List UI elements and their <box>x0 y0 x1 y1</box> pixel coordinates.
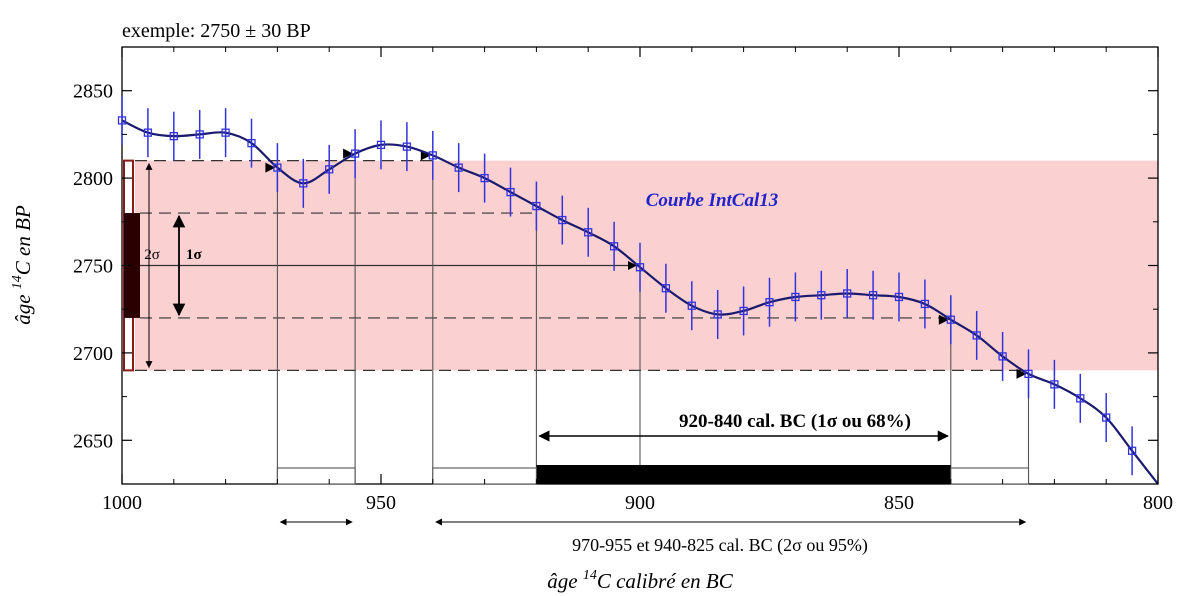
data-point <box>920 299 930 309</box>
data-point <box>247 138 256 148</box>
data-point <box>454 163 463 172</box>
x-tick-label: 850 <box>884 492 914 514</box>
x-tick-label: 1000 <box>102 492 142 514</box>
data-point <box>635 263 645 272</box>
intercept-arrowhead <box>343 148 354 159</box>
data-point <box>713 310 722 319</box>
data-point <box>661 284 671 293</box>
data-point <box>868 291 878 300</box>
y-tick-label: 2650 <box>73 430 113 452</box>
data-point <box>299 179 308 188</box>
x-tick-label: 800 <box>1143 492 1173 514</box>
data-point <box>532 201 541 211</box>
y-tick-label: 2750 <box>73 256 113 278</box>
data-point <box>791 292 800 302</box>
data-point <box>1127 446 1137 455</box>
chart-title: exemple: 2750 ± 30 BP <box>122 20 311 42</box>
data-point <box>998 352 1007 361</box>
data-point <box>273 163 282 172</box>
data-point <box>946 315 955 324</box>
y-tick-label: 2800 <box>73 168 113 190</box>
data-point <box>894 292 904 302</box>
data-point <box>480 173 489 183</box>
data-point <box>1050 380 1059 389</box>
data-point <box>609 242 619 251</box>
data-point <box>584 228 593 237</box>
data-point <box>843 289 852 298</box>
sigma1-label: 1σ <box>186 247 203 263</box>
data-point <box>350 149 360 158</box>
data-point <box>376 140 386 150</box>
data-point <box>221 128 230 137</box>
y-axis-label: âge 14C en BP <box>10 205 35 325</box>
range-1sigma-label: 920-840 cal. BC (1σ ou 68%) <box>679 411 911 432</box>
data-point <box>195 130 204 139</box>
data-point <box>506 187 515 197</box>
range-2sigma-bar <box>950 467 1030 485</box>
range-2sigma-bar <box>276 467 356 485</box>
intercept-arrowhead <box>1016 368 1027 379</box>
data-point <box>117 116 127 125</box>
data-point <box>739 306 748 316</box>
curve-label: Courbe IntCal13 <box>646 190 779 211</box>
y-tick-label: 2850 <box>73 81 113 103</box>
range-2sigma-label: 970-955 et 940-825 cal. BC (2σ ou 95%) <box>572 535 868 556</box>
y-tick-label: 2700 <box>73 343 113 365</box>
data-point <box>1076 394 1085 403</box>
intercept-arrowhead <box>420 150 431 161</box>
data-point <box>765 298 774 307</box>
data-point <box>169 131 178 141</box>
intercept-arrowhead <box>265 162 276 173</box>
data-point <box>325 165 334 174</box>
x-tick-label: 950 <box>366 492 396 514</box>
data-point <box>143 128 153 137</box>
data-point <box>687 301 696 310</box>
data-point <box>402 142 412 151</box>
data-point <box>972 331 981 340</box>
sigma2-label: 2σ <box>144 247 160 263</box>
data-point <box>1024 369 1033 379</box>
data-point <box>817 291 826 300</box>
intercept-arrowhead <box>938 314 949 325</box>
data-point <box>1102 413 1111 422</box>
x-axis-label: âge 14C calibré en BC <box>547 568 733 593</box>
x-tick-label: 900 <box>625 492 655 514</box>
data-point <box>428 151 437 160</box>
data-point <box>558 215 567 225</box>
